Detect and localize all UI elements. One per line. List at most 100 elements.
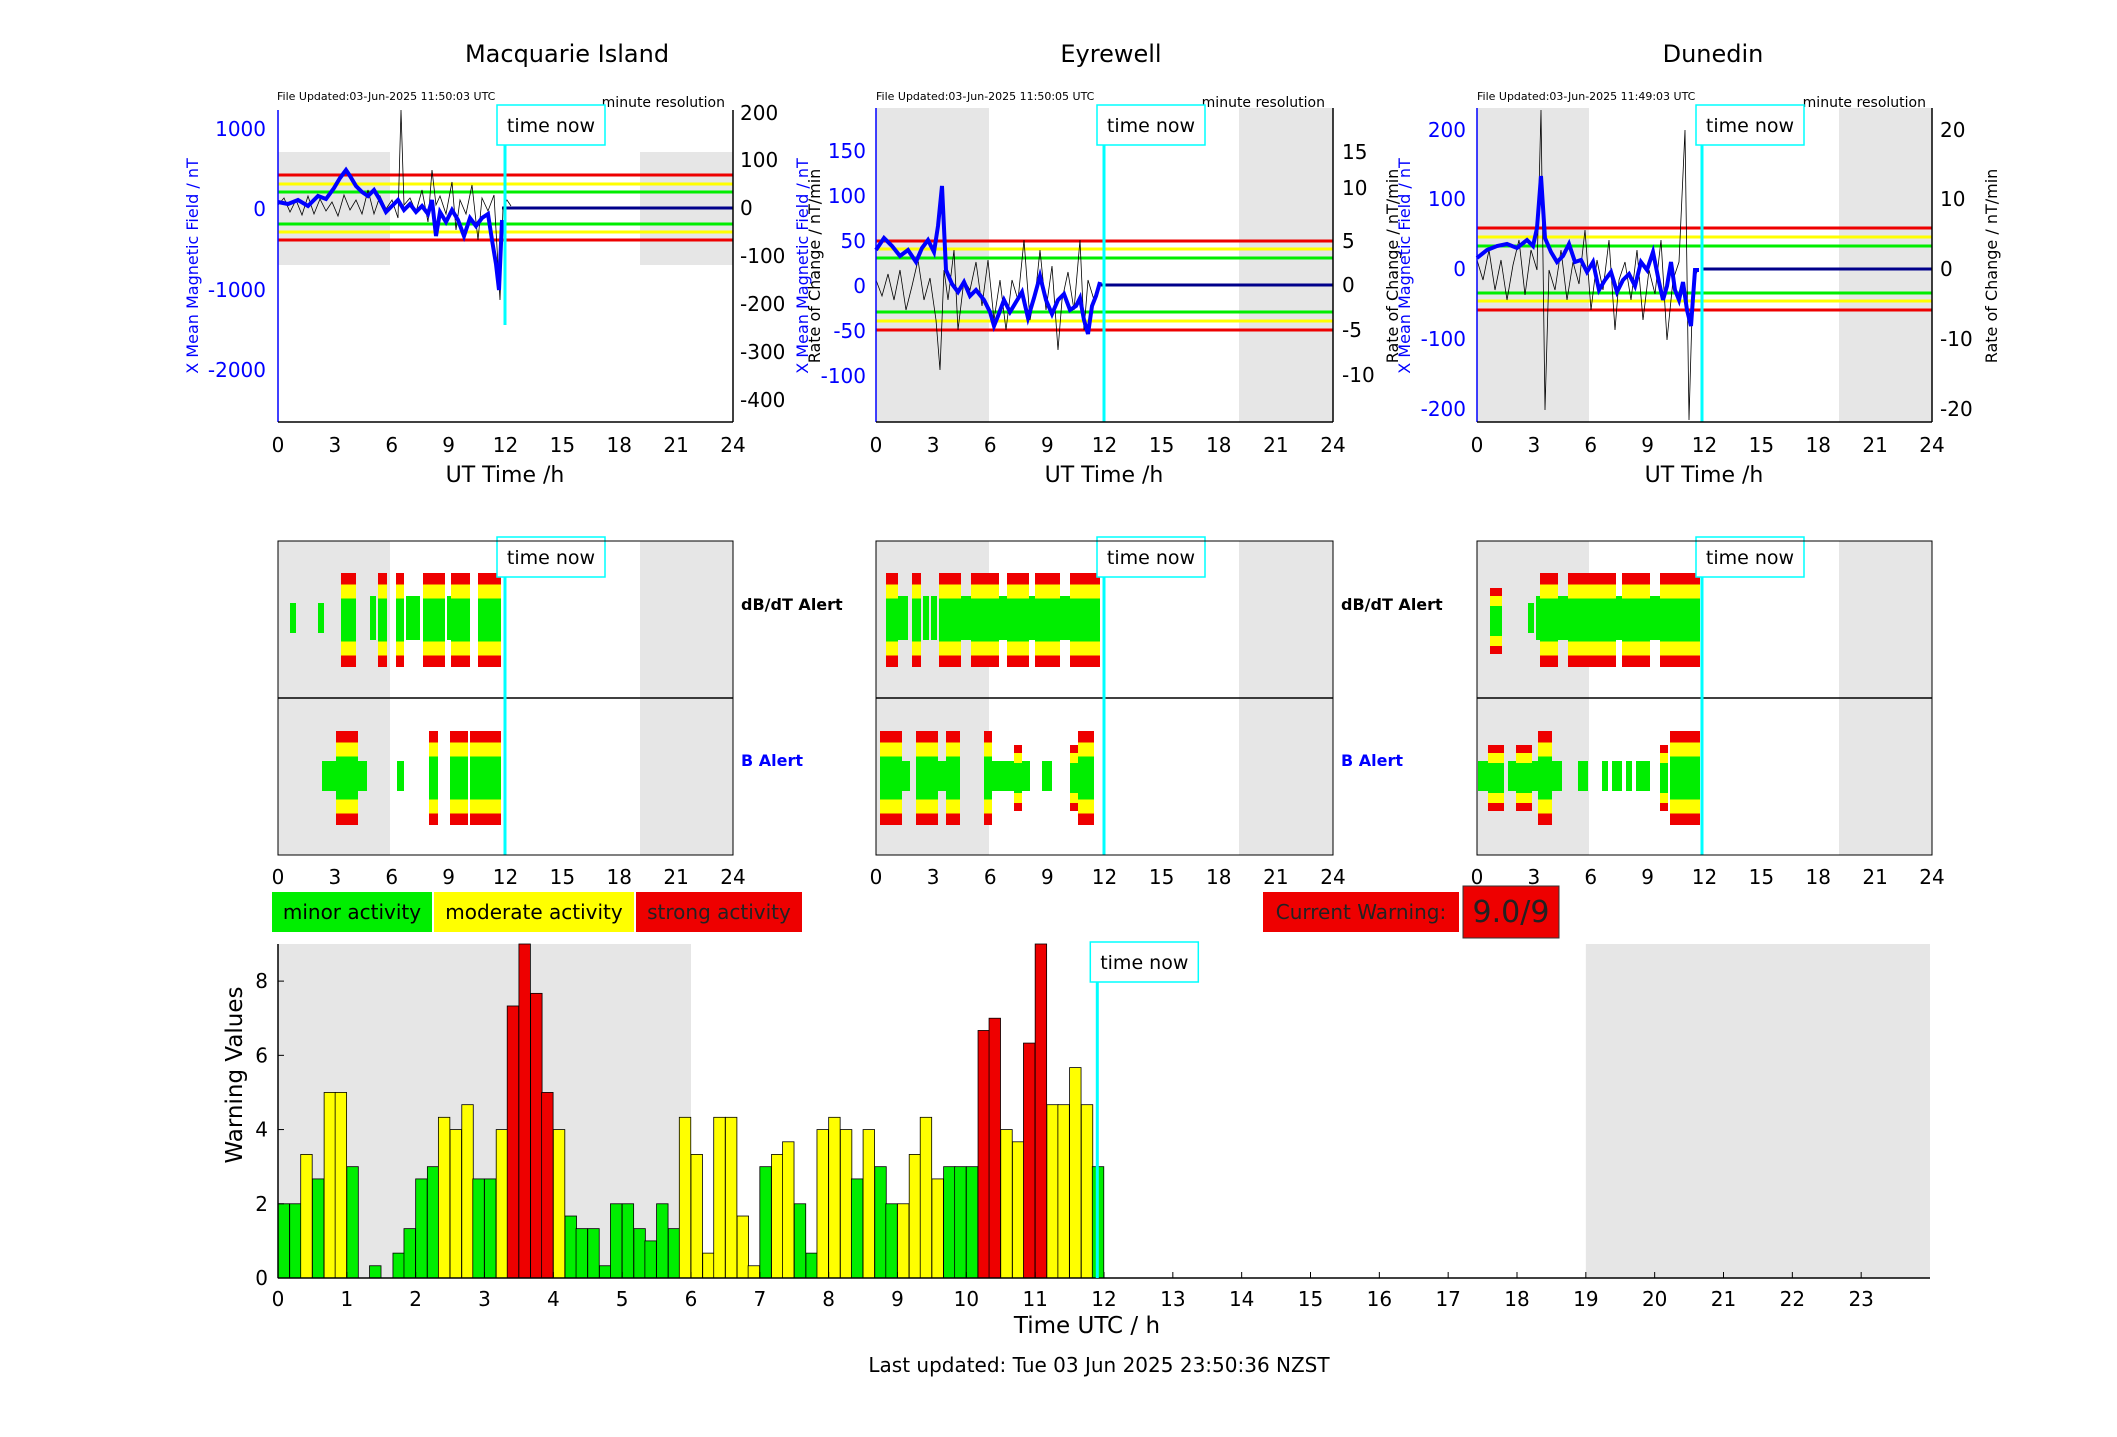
x-tick: 24 xyxy=(720,433,745,457)
warning-bar xyxy=(312,1178,325,1279)
x-tick: 12 xyxy=(493,865,518,889)
time-now-indicator: time now xyxy=(1089,941,1200,1278)
alert-strip-plot: time now dB/dT Alert B Alert 0 3 6 9 12 15 18 2… xyxy=(870,536,1443,889)
x-axis-label: UT Time /h xyxy=(446,463,565,488)
time-now-marker xyxy=(1695,536,1805,578)
warning-bar xyxy=(759,1166,772,1279)
x-tick: 24 xyxy=(720,865,745,889)
warning-bar xyxy=(771,1154,784,1279)
legend-label-minor: minor activity xyxy=(283,900,421,924)
alert-band xyxy=(1558,596,1568,640)
warning-bar xyxy=(954,1166,967,1279)
warning-bar xyxy=(919,1116,933,1279)
x-tick: 24 xyxy=(1919,433,1944,457)
alert-band xyxy=(923,596,929,640)
x-tick: 0 xyxy=(272,433,285,457)
alert-band xyxy=(378,573,387,667)
warning-bar xyxy=(334,1092,348,1279)
current-warning-value: 9.0/9 xyxy=(1473,895,1550,930)
right-tick: 10 xyxy=(1342,176,1367,200)
warning-bar xyxy=(965,1166,979,1279)
alert-band xyxy=(1538,731,1552,825)
x-axis-label: Time UTC / h xyxy=(1013,1313,1160,1339)
resolution-label: minute resolution xyxy=(602,95,725,111)
x-tick: 20 xyxy=(1642,1287,1667,1311)
station-title: Macquarie Island xyxy=(465,40,669,68)
x-tick: 10 xyxy=(954,1287,979,1311)
time-now-marker xyxy=(1695,104,1805,146)
alert-band xyxy=(450,731,468,825)
x-tick: 0 xyxy=(272,865,285,889)
right-axis-label: Rate of Change / nT/min xyxy=(1383,169,1402,364)
warning-bar xyxy=(289,1203,302,1279)
x-tick: 18 xyxy=(1806,433,1831,457)
x-tick: 9 xyxy=(891,1287,904,1311)
warning-bar xyxy=(874,1166,887,1279)
y-tick: 0 xyxy=(255,1266,268,1290)
right-tick: -20 xyxy=(1940,397,1973,421)
left-tick: -1000 xyxy=(208,278,266,302)
time-now-marker xyxy=(1096,104,1206,146)
y-axis-label: Warning Values xyxy=(222,986,248,1163)
left-tick: 0 xyxy=(853,274,866,298)
alert-band xyxy=(1488,745,1504,811)
warning-bar xyxy=(1057,1104,1070,1279)
x-tick: 0 xyxy=(272,1287,285,1311)
alert-band xyxy=(1622,573,1650,667)
activity-legend: minor activity moderate activity strong … xyxy=(272,892,802,932)
x-tick-labels: 0 1 2 3 4 5 6 7 8 9 10 11 12 13 14 15 16 17 18 19 20 21 22 23 xyxy=(272,1272,1874,1311)
x-tick: 21 xyxy=(663,433,688,457)
left-tick-labels: 200 100 0 -100 -200 xyxy=(1421,118,1466,421)
right-tick: -300 xyxy=(740,340,785,364)
right-tick: 0 xyxy=(1940,257,1953,281)
x-tick: 24 xyxy=(1320,433,1345,457)
time-now-marker xyxy=(1096,536,1206,578)
x-tick-labels: 0 3 6 9 12 15 18 21 24 xyxy=(272,433,746,457)
alert-band xyxy=(1516,745,1532,811)
warning-bar xyxy=(621,1203,635,1279)
warning-bar xyxy=(415,1178,428,1279)
field-trace xyxy=(1475,175,1699,327)
x-tick: 21 xyxy=(1263,865,1288,889)
x-tick: 15 xyxy=(1149,433,1174,457)
alert-band xyxy=(916,731,938,825)
left-tick: 0 xyxy=(253,197,266,221)
x-tick: 9 xyxy=(442,865,455,889)
warning-bar xyxy=(713,1116,726,1279)
right-tick: 0 xyxy=(740,196,753,220)
warning-bar xyxy=(667,1228,681,1279)
left-tick: -2000 xyxy=(208,358,266,382)
alert-band xyxy=(1650,596,1660,640)
legend-swatch-moderate xyxy=(434,892,634,932)
x-tick: 24 xyxy=(1919,865,1944,889)
warning-bar xyxy=(518,943,531,1279)
warning-bar xyxy=(725,1116,738,1279)
x-tick: 3 xyxy=(1528,865,1541,889)
alert-band xyxy=(1660,745,1668,811)
warning-bar xyxy=(300,1154,313,1279)
x-tick: 7 xyxy=(753,1287,766,1311)
right-tick-labels: 20 10 0 -10 -20 xyxy=(1940,118,1973,421)
right-tick: 200 xyxy=(740,101,778,125)
alert-band xyxy=(341,573,356,667)
warning-bar xyxy=(862,1129,875,1279)
x-tick: 9 xyxy=(1641,865,1654,889)
x-tick: 9 xyxy=(1041,433,1054,457)
alert-band xyxy=(1070,745,1078,811)
warning-bar xyxy=(403,1228,416,1279)
station-panel-eyrewell: Eyrewell File Updated:03-Jun-2025 11:50:… xyxy=(793,40,1443,889)
right-tick: -200 xyxy=(740,292,785,316)
alert-strip-plot: time now dB/dT Alert B Alert 0 3 6 9 12 15 18 2… xyxy=(272,536,843,889)
legend-swatch-strong xyxy=(636,892,802,932)
x-tick: 3 xyxy=(927,865,940,889)
x-tick: 21 xyxy=(1862,433,1887,457)
left-tick: 50 xyxy=(841,229,866,253)
warning-bar xyxy=(633,1228,646,1279)
time-now-label: time now xyxy=(1107,547,1195,569)
current-warning-label: Current Warning: xyxy=(1276,900,1446,924)
warning-bar xyxy=(392,1252,405,1279)
alert-band xyxy=(318,603,324,633)
x-tick: 21 xyxy=(1711,1287,1736,1311)
night-shade xyxy=(1239,108,1333,422)
